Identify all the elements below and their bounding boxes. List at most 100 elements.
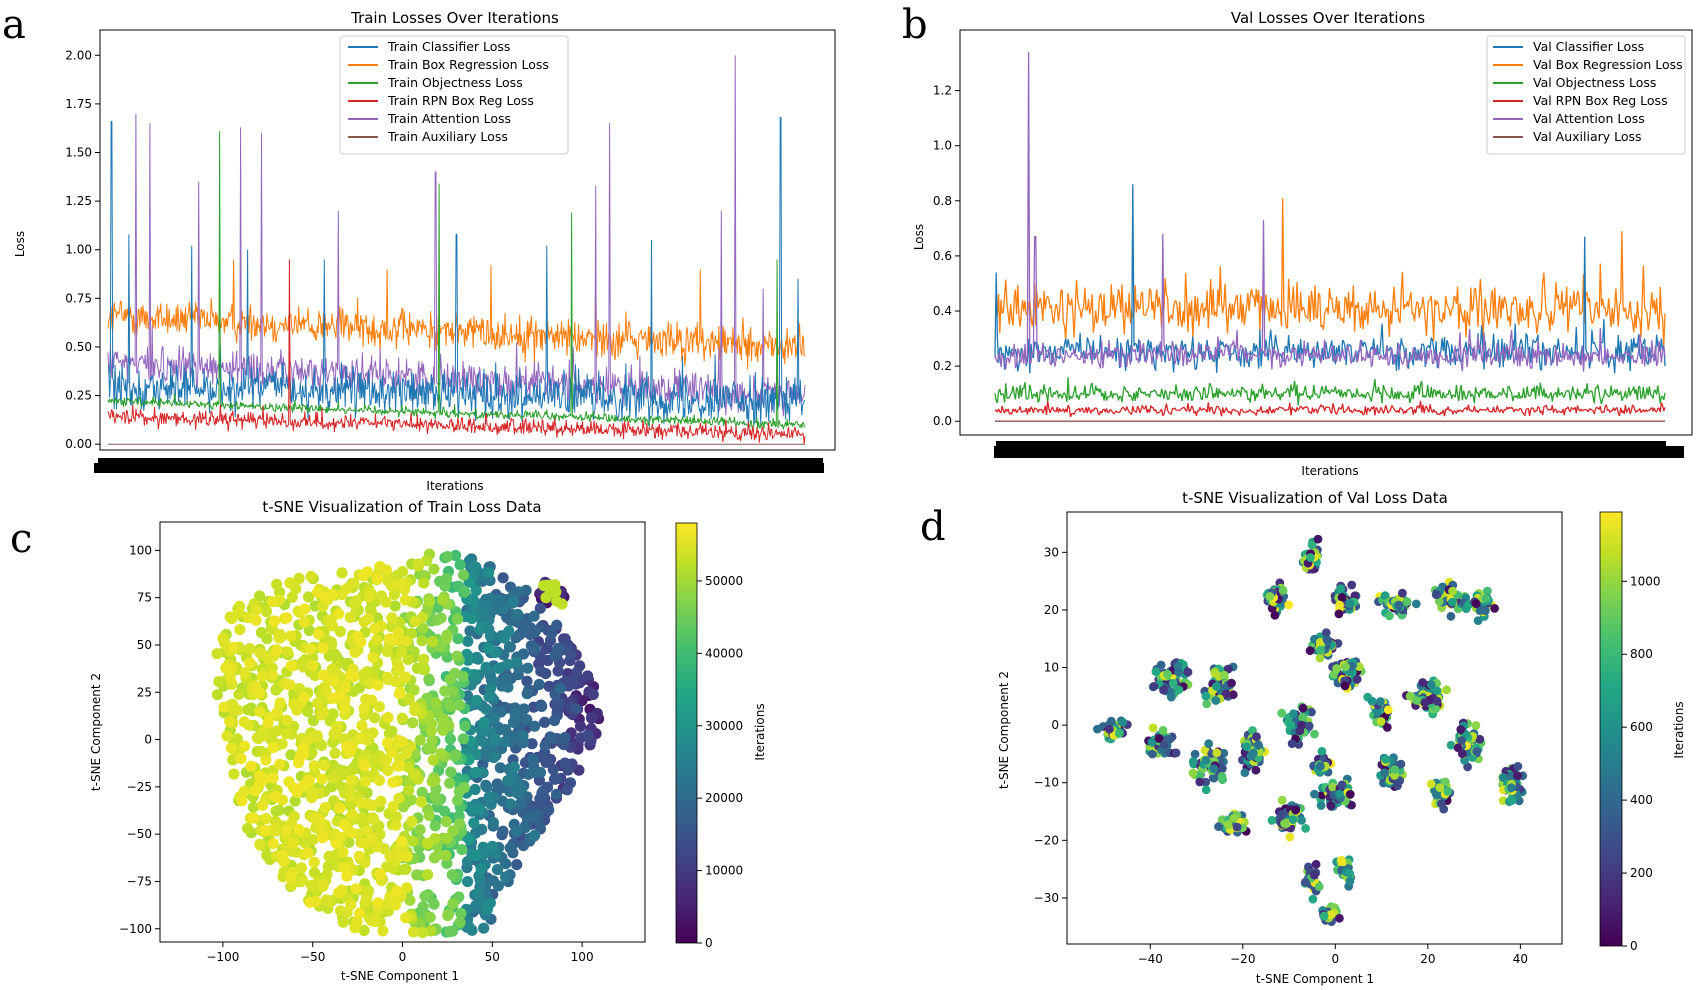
scatter-point [329, 747, 341, 759]
colorbar-tick-label: 50000 [705, 574, 743, 588]
scatter-point [273, 632, 286, 644]
scatter-point [317, 832, 329, 844]
scatter-point [326, 663, 338, 676]
y-axis-label: Loss [13, 231, 27, 257]
scatter-point [285, 660, 297, 672]
scatter-point [372, 905, 384, 917]
scatter-point [1295, 726, 1305, 736]
scatter-point [1200, 745, 1210, 755]
scatter-point [321, 869, 333, 881]
scatter-point [548, 773, 561, 785]
scatter-point [1149, 681, 1159, 691]
scatter-point [463, 833, 475, 846]
scatter-point [511, 825, 523, 838]
colorbar-tick-label: 10000 [705, 864, 743, 878]
scatter-point [474, 623, 486, 636]
scatter-point [1322, 635, 1332, 644]
scatter-point [305, 570, 317, 583]
scatter-point [497, 572, 509, 584]
scatter-point [1390, 765, 1400, 774]
scatter-point [309, 669, 321, 682]
scatter-point [338, 819, 351, 831]
scatter-point [468, 669, 481, 681]
y-tick-label: −100 [119, 922, 152, 936]
scatter-point [269, 615, 281, 627]
scatter-point [1223, 820, 1233, 829]
legend-entry: Train Attention Loss [387, 111, 511, 126]
scatter-point [1301, 824, 1310, 833]
scatter-point [1337, 855, 1346, 865]
scatter-point [233, 607, 245, 619]
scatter-point [249, 785, 261, 797]
scatter-point [285, 630, 297, 642]
scatter-point [374, 561, 386, 573]
scatter-point [253, 770, 265, 782]
scatter-point [1188, 757, 1198, 766]
scatter-point [470, 850, 482, 862]
scatter-point [456, 844, 468, 856]
scatter-point [224, 715, 236, 727]
scatter-point [377, 925, 389, 937]
scatter-point [238, 785, 250, 797]
scatter-point [317, 642, 329, 654]
scatter-point [478, 922, 490, 934]
scatter-point [406, 815, 418, 828]
colorbar-tick-label: 40000 [705, 646, 743, 660]
scatter-point [364, 591, 376, 603]
scatter-point [1221, 689, 1231, 699]
scatter-point [529, 643, 541, 655]
axes-frame [959, 29, 1693, 436]
scatter-point [1304, 721, 1314, 731]
scatter-point [484, 630, 496, 642]
colorbar-tick-label: 0 [705, 936, 713, 950]
scatter-point [454, 916, 466, 929]
scatter-point [422, 869, 434, 881]
scatter-point [297, 874, 309, 887]
x-tick-label: 20 [1420, 952, 1435, 966]
scatter-point [454, 559, 466, 571]
legend-box [1486, 35, 1686, 155]
scatter-point [211, 689, 223, 701]
scatter-point [396, 835, 408, 847]
scatter-point [337, 846, 349, 858]
scatter-point [499, 736, 511, 748]
scatter-point [586, 711, 598, 723]
y-tick-label: 0.00 [65, 437, 92, 451]
scatter-point [471, 694, 483, 706]
x-tick-label: −100 [206, 950, 239, 964]
scatter-point [500, 858, 512, 870]
scatter-point [510, 656, 523, 669]
scatter-point [365, 832, 377, 844]
scatter-point [534, 766, 547, 779]
scatter-point [417, 926, 429, 939]
scatter-point [1332, 664, 1342, 673]
scatter-point [239, 667, 251, 679]
scatter-point [297, 661, 310, 673]
series-line-train-rpn-box-reg-loss [107, 259, 806, 444]
scatter-point [1218, 764, 1227, 773]
scatter-point [254, 687, 266, 699]
scatter-point [1286, 720, 1296, 730]
scatter-point [254, 705, 266, 718]
scatter-point [285, 749, 297, 761]
scatter-point [281, 646, 293, 658]
scatter-point [1334, 609, 1344, 619]
scatter-point [381, 861, 393, 873]
scatter-point [313, 813, 325, 825]
scatter-point [1394, 600, 1404, 610]
scatter-point [1317, 747, 1327, 756]
scatter-point [533, 678, 545, 691]
scatter-point [393, 760, 406, 772]
scatter-point [407, 835, 419, 847]
scatter-point [403, 692, 415, 705]
scatter-point [1456, 725, 1466, 734]
y-tick-label: −25 [127, 780, 152, 794]
y-tick-label: −20 [1034, 833, 1059, 847]
series-line-val-rpn-box-reg-loss [994, 400, 1666, 418]
y-tick-label: 75 [137, 591, 152, 605]
scatter-point [424, 911, 436, 924]
scatter-point [503, 775, 515, 787]
scatter-point [464, 625, 476, 637]
scatter-point [441, 551, 454, 563]
scatter-point [441, 573, 453, 585]
